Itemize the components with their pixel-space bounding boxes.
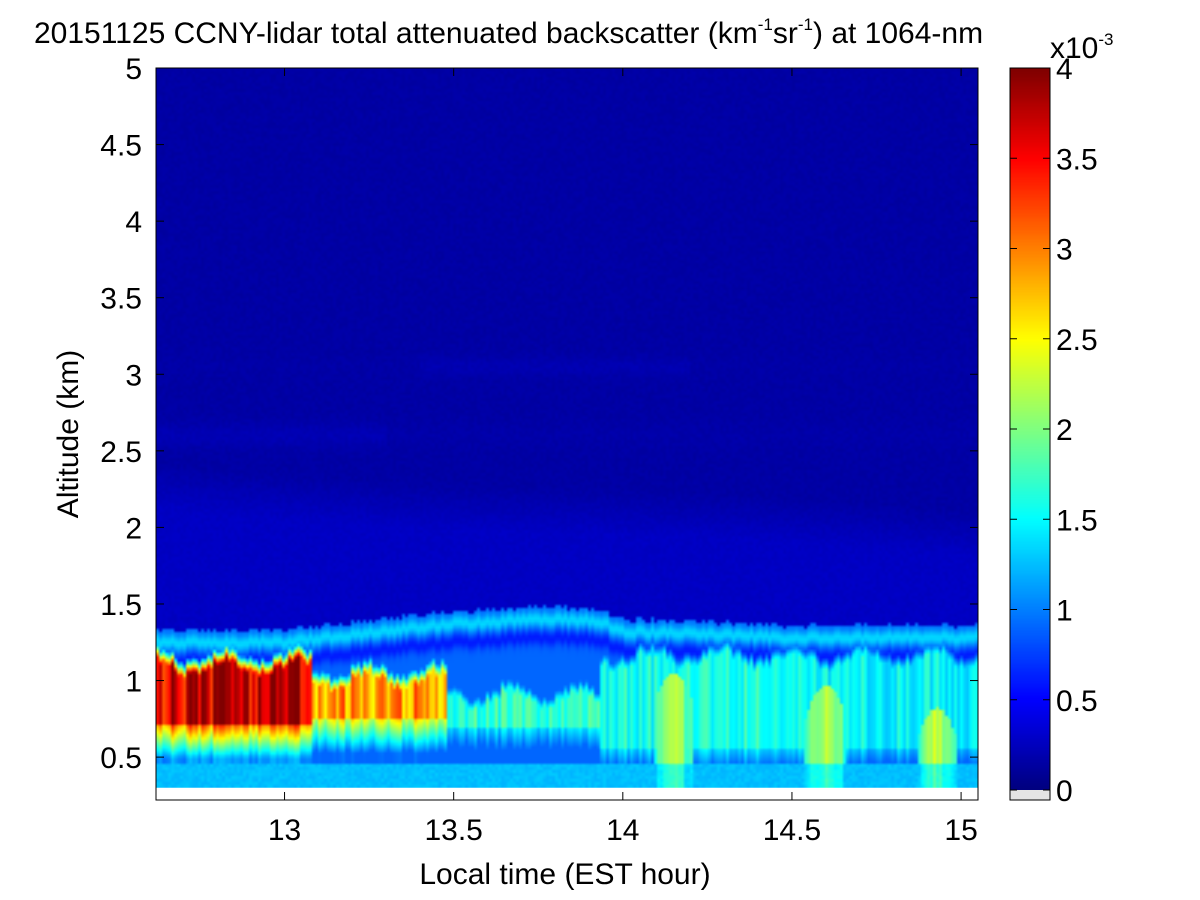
colorbar-tick-label: 3.5 — [1056, 143, 1098, 176]
title-superscript-2: -1 — [798, 15, 813, 34]
colorbar-tick-label: 4 — [1056, 53, 1073, 86]
y-tick-label: 0.5 — [100, 742, 142, 775]
y-tick-label: 3.5 — [100, 283, 142, 316]
colorbar-frame — [1009, 67, 1051, 801]
colorbar-scale-label: x10-3 — [1050, 30, 1114, 65]
colorbar-below-range-swatch — [1010, 790, 1050, 800]
colorbar-scale-exponent: -3 — [1098, 30, 1113, 49]
title-middle: sr — [773, 17, 798, 50]
y-axis-ticks: 0.5 1 1.5 2 2.5 3 3.5 4 4.5 5 — [100, 53, 978, 775]
colorbar-tick-label: 3 — [1056, 234, 1073, 267]
plot-frame — [155, 67, 979, 801]
chart-title: 20151125 CCNY-lidar total attenuated bac… — [34, 15, 983, 50]
y-tick-label: 2.5 — [100, 436, 142, 469]
y-tick-label: 4 — [125, 206, 142, 239]
y-tick-label: 4.5 — [100, 130, 142, 163]
x-axis-ticks: 13 13.5 14 14.5 15 — [268, 68, 978, 847]
x-axis-label: Local time (EST hour) — [419, 858, 710, 891]
title-superscript-1: -1 — [758, 15, 773, 34]
colorbar: 0 0.5 1 1.5 2 2.5 3 3.5 4 x10-3 — [1009, 30, 1114, 808]
x-tick-label: 14 — [606, 814, 639, 847]
colorbar-tick-label: 0.5 — [1056, 685, 1098, 718]
plot-area: 13 13.5 14 14.5 15 0.5 1 1.5 2 2.5 3 3.5 4 4.5 5 — [100, 53, 979, 847]
y-tick-label: 1.5 — [100, 589, 142, 622]
colorbar-tick-label: 0 — [1056, 775, 1073, 808]
y-axis-label: Altitude (km) — [52, 350, 85, 518]
title-tail: ) at 1064-nm — [813, 17, 983, 50]
y-tick-label: 1 — [125, 666, 142, 699]
y-tick-label: 2 — [125, 512, 142, 545]
colorbar-tick-label: 2.5 — [1056, 324, 1098, 357]
x-tick-label: 13.5 — [424, 814, 482, 847]
x-tick-label: 14.5 — [763, 814, 821, 847]
colorbar-tick-label: 1.5 — [1056, 504, 1098, 537]
y-tick-label: 5 — [125, 53, 142, 86]
title-main: 20151125 CCNY-lidar total attenuated bac… — [34, 17, 758, 50]
colorbar-ticks: 0 0.5 1 1.5 2 2.5 3 3.5 4 — [1010, 53, 1098, 808]
x-tick-label: 15 — [944, 814, 977, 847]
x-tick-label: 13 — [268, 814, 301, 847]
colorbar-tick-label: 1 — [1056, 595, 1073, 628]
colorbar-tick-label: 2 — [1056, 414, 1073, 447]
y-tick-label: 3 — [125, 359, 142, 392]
colorbar-scale-base: x10 — [1050, 32, 1098, 65]
backscatter-heatmap — [156, 68, 978, 788]
